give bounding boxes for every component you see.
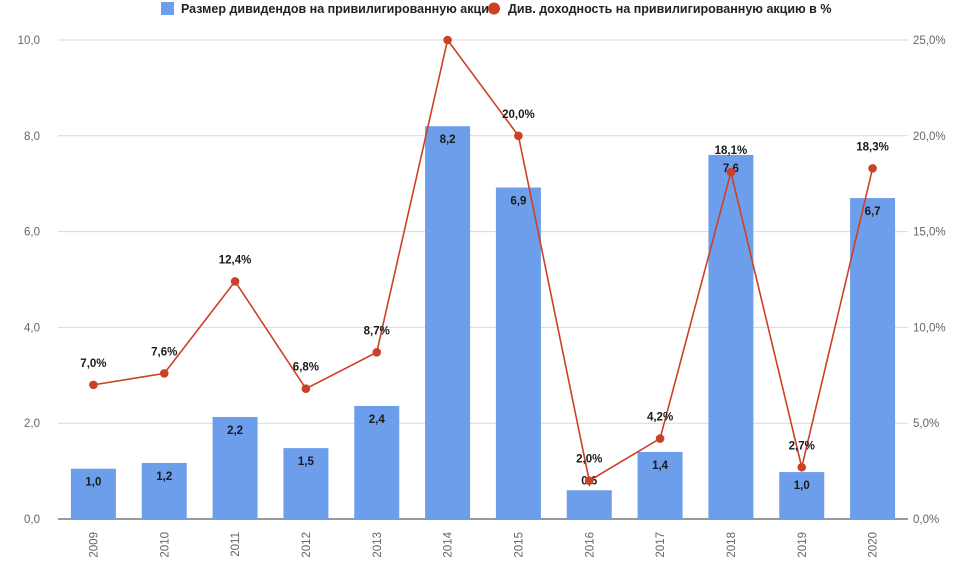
bar: [141, 462, 187, 519]
bar-data-label: 8,2: [440, 134, 456, 146]
line-point: [443, 35, 452, 45]
line-path: [93, 38, 874, 482]
y-right-tick-label: 5,0%: [913, 418, 939, 430]
x-tick-label: 2017: [655, 532, 667, 558]
bar-data-label: 1,2: [156, 471, 172, 483]
line-data-label: 7,0%: [80, 358, 106, 370]
bar: [566, 490, 612, 519]
x-tick-label: 2010: [159, 532, 171, 558]
line-point: [159, 369, 169, 378]
bar-data-label: 6,7: [865, 206, 881, 218]
line-data-label: 2,0%: [576, 454, 602, 466]
bar: [354, 405, 400, 519]
bar: [637, 451, 683, 519]
y-right-tick-label: 0,0%: [913, 514, 939, 526]
legend-swatch-line: [488, 2, 500, 15]
y-right-tick-label: 10,0%: [913, 322, 946, 334]
bar: [70, 468, 116, 519]
bar: [212, 416, 258, 519]
bar-data-label: 1,5: [298, 456, 315, 468]
legend: Размер дивидендов на привилигированную а…: [161, 2, 831, 16]
bar-data-label: 1,0: [794, 480, 810, 492]
bar-data-label: 1,4: [652, 460, 669, 472]
x-axis: 2009 2010 2011 2012 2013 2014 2015 2016 2017 2018…: [88, 531, 879, 557]
bar: [850, 198, 896, 519]
bar-data-label: 6,9: [510, 196, 526, 208]
bar-data-label: 1,0: [85, 477, 101, 489]
line-point: [868, 164, 877, 173]
y-right-tick-label: 25,0%: [913, 35, 946, 47]
line-series: 7,0% 7,6% 12,4% 6,8% 8,7% 20,0% 2,0% 4,2% 18,1% 2…: [80, 35, 889, 485]
x-tick-label: 2014: [443, 531, 455, 557]
bar: [283, 448, 329, 519]
y-left-tick-label: 6,0: [24, 227, 40, 239]
x-tick-label: 2013: [372, 532, 384, 558]
line-data-label: 20,0%: [502, 109, 535, 121]
y-left-tick-label: 8,0: [24, 131, 40, 143]
y-right-tick-label: 15,0%: [913, 227, 946, 239]
x-tick-label: 2019: [797, 532, 809, 558]
y-axis-left: 0,0 2,0 4,0 6,0 8,0 10,0: [18, 35, 40, 526]
legend-label-bar: Размер дивидендов на привилигированную а…: [181, 2, 500, 16]
line-data-label: 6,8%: [293, 362, 319, 374]
x-tick-label: 2009: [88, 532, 100, 558]
bar: [779, 472, 825, 519]
line-point: [230, 277, 240, 286]
y-right-tick-label: 20,0%: [913, 131, 946, 143]
y-left-tick-label: 0,0: [24, 514, 40, 526]
line-data-label: 18,3%: [856, 141, 889, 153]
line-point: [89, 380, 98, 390]
line-point: [726, 167, 736, 177]
line-point: [514, 131, 523, 141]
x-tick-label: 2011: [230, 532, 242, 557]
line-point: [301, 384, 311, 394]
line-point: [655, 434, 665, 443]
x-tick-label: 2015: [513, 532, 525, 558]
bar: [425, 126, 471, 519]
x-tick-label: 2016: [584, 532, 596, 558]
line-point: [372, 348, 382, 357]
y-axis-right: 0,0% 5,0% 10,0% 15,0% 20,0% 25,0%: [913, 35, 946, 526]
line-data-label: 12,4%: [219, 254, 252, 266]
legend-swatch-bar: [161, 2, 174, 15]
line-data-label: 4,2%: [647, 412, 673, 424]
x-tick-label: 2012: [301, 532, 313, 558]
line-point: [797, 462, 807, 472]
legend-label-line: Див. доходность на привилигированную акц…: [508, 2, 831, 16]
y-left-tick-label: 2,0: [24, 418, 40, 430]
gridlines: [58, 39, 908, 520]
bar-data-label: 2,2: [227, 425, 243, 437]
y-left-tick-label: 4,0: [24, 322, 40, 334]
line-data-label: 2,7%: [789, 440, 815, 452]
bar: [495, 187, 541, 520]
bar-series: 1,01,22,21,52,48,26,90,61,47,61,06,7: [70, 126, 896, 520]
y-left-tick-label: 10,0: [18, 35, 40, 47]
x-tick-label: 2020: [868, 532, 880, 558]
line-data-label: 7,6%: [151, 346, 177, 358]
bar-data-label: 2,4: [369, 414, 386, 426]
line-point: [584, 476, 594, 485]
x-tick-label: 2018: [726, 532, 738, 558]
line-data-label: 18,1%: [715, 145, 748, 157]
bar: [708, 154, 754, 519]
line-data-label: 8,7%: [364, 325, 390, 337]
